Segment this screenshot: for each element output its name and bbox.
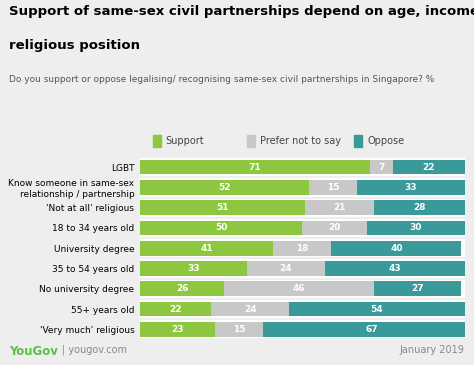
Text: Prefer not to say: Prefer not to say (260, 135, 341, 146)
Bar (224, 281, 374, 296)
Bar (325, 261, 465, 276)
Text: 30: 30 (410, 223, 422, 233)
Text: 21: 21 (333, 203, 346, 212)
Bar (247, 135, 255, 147)
Text: 22: 22 (422, 162, 435, 172)
Text: YouGov: YouGov (9, 345, 58, 358)
Bar (374, 200, 465, 215)
Text: 33: 33 (405, 183, 417, 192)
Text: 54: 54 (371, 304, 383, 314)
Bar (153, 135, 161, 147)
Bar (140, 322, 215, 337)
Text: 40: 40 (390, 244, 402, 253)
Bar (140, 241, 273, 255)
Bar (354, 135, 362, 147)
Bar (331, 241, 461, 255)
Bar (140, 261, 247, 276)
Text: 15: 15 (327, 183, 339, 192)
Bar (215, 322, 263, 337)
Bar (273, 241, 331, 255)
Text: 33: 33 (187, 264, 200, 273)
Bar (263, 322, 474, 337)
Bar (302, 220, 367, 235)
Text: 20: 20 (328, 223, 341, 233)
Text: 46: 46 (292, 284, 305, 293)
Text: 67: 67 (365, 325, 378, 334)
Text: Support: Support (166, 135, 204, 146)
Text: 28: 28 (413, 203, 425, 212)
Text: 7: 7 (379, 162, 385, 172)
Bar (374, 281, 461, 296)
Text: 41: 41 (200, 244, 213, 253)
Bar (247, 261, 325, 276)
Bar (140, 281, 224, 296)
Bar (357, 180, 465, 195)
Text: | yougov.com: | yougov.com (62, 345, 127, 355)
Bar (305, 200, 374, 215)
Text: religious position: religious position (9, 39, 140, 52)
Bar (211, 302, 289, 316)
Text: Support of same-sex civil partnerships depend on age, income and: Support of same-sex civil partnerships d… (9, 5, 474, 19)
Text: Oppose: Oppose (367, 135, 404, 146)
Text: 23: 23 (171, 325, 183, 334)
Bar (140, 200, 305, 215)
Bar (289, 302, 465, 316)
Text: Do you support or oppose legalising/ recognising same-sex civil partnerships in : Do you support or oppose legalising/ rec… (9, 75, 435, 84)
Text: 43: 43 (388, 264, 401, 273)
Bar (393, 160, 465, 174)
Text: 51: 51 (216, 203, 229, 212)
Text: 27: 27 (411, 284, 424, 293)
Text: January 2019: January 2019 (400, 345, 465, 354)
Bar (309, 180, 357, 195)
Text: 26: 26 (176, 284, 188, 293)
Bar (140, 302, 211, 316)
Bar (367, 220, 465, 235)
Text: 18: 18 (296, 244, 309, 253)
Text: 52: 52 (218, 183, 230, 192)
Bar (140, 180, 309, 195)
Text: 24: 24 (280, 264, 292, 273)
Text: 50: 50 (215, 223, 227, 233)
Text: 71: 71 (249, 162, 261, 172)
Bar (140, 160, 370, 174)
Bar (370, 160, 393, 174)
Text: 22: 22 (169, 304, 182, 314)
Bar (140, 220, 302, 235)
Text: 24: 24 (244, 304, 256, 314)
Text: 15: 15 (233, 325, 245, 334)
